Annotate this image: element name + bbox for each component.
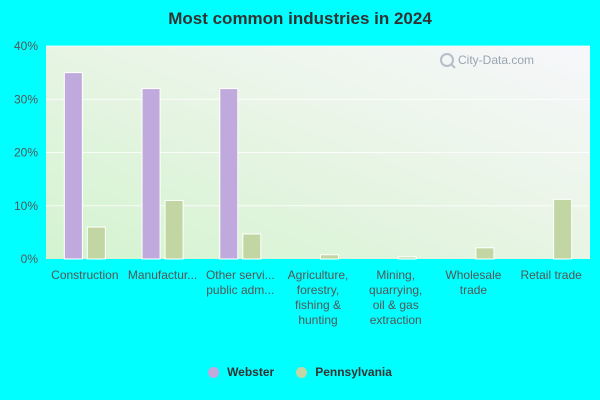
legend-swatch [208,366,220,378]
y-tick-label: 20% [14,146,38,160]
y-tick-label: 0% [21,252,39,266]
x-tick-label: Other servi... public adm... [206,268,275,297]
bar-pennsylvania[interactable] [397,256,417,260]
watermark-text: City-Data.com [458,53,534,67]
x-tick-label: Construction [51,268,118,282]
magnifier-icon [440,53,454,67]
x-tick-label: Retail trade [520,268,582,282]
x-tick-label: Mining, quarrying, oil & gas extraction [369,268,422,327]
bar-pennsylvania[interactable] [86,226,106,260]
legend: Webster Pennsylvania [0,365,600,379]
bar-pennsylvania[interactable] [164,199,184,260]
legend-item-webster[interactable]: Webster [208,365,274,379]
bar-webster[interactable] [141,88,161,260]
y-tick-label: 10% [14,199,38,213]
x-tick-label: Manufactur... [128,268,197,282]
chart-title: Most common industries in 2024 [168,9,432,28]
y-tick-label: 30% [14,92,38,106]
x-tick-label: Wholesale trade [445,268,501,297]
bar-pennsylvania[interactable] [475,247,495,260]
x-tick-label: Agriculture, forestry, fishing & hunting [288,268,349,327]
legend-item-pennsylvania[interactable]: Pennsylvania [296,365,392,379]
legend-label: Webster [227,365,275,379]
y-tick-label: 40% [14,39,38,53]
legend-label: Pennsylvania [315,365,392,379]
bar-pennsylvania[interactable] [242,233,262,260]
bar-webster[interactable] [219,88,239,260]
bar-pennsylvania[interactable] [320,254,339,260]
bar-webster[interactable] [63,72,83,260]
watermark: City-Data.com [440,53,534,69]
bar-pennsylvania[interactable] [553,198,573,260]
legend-swatch [296,366,308,378]
